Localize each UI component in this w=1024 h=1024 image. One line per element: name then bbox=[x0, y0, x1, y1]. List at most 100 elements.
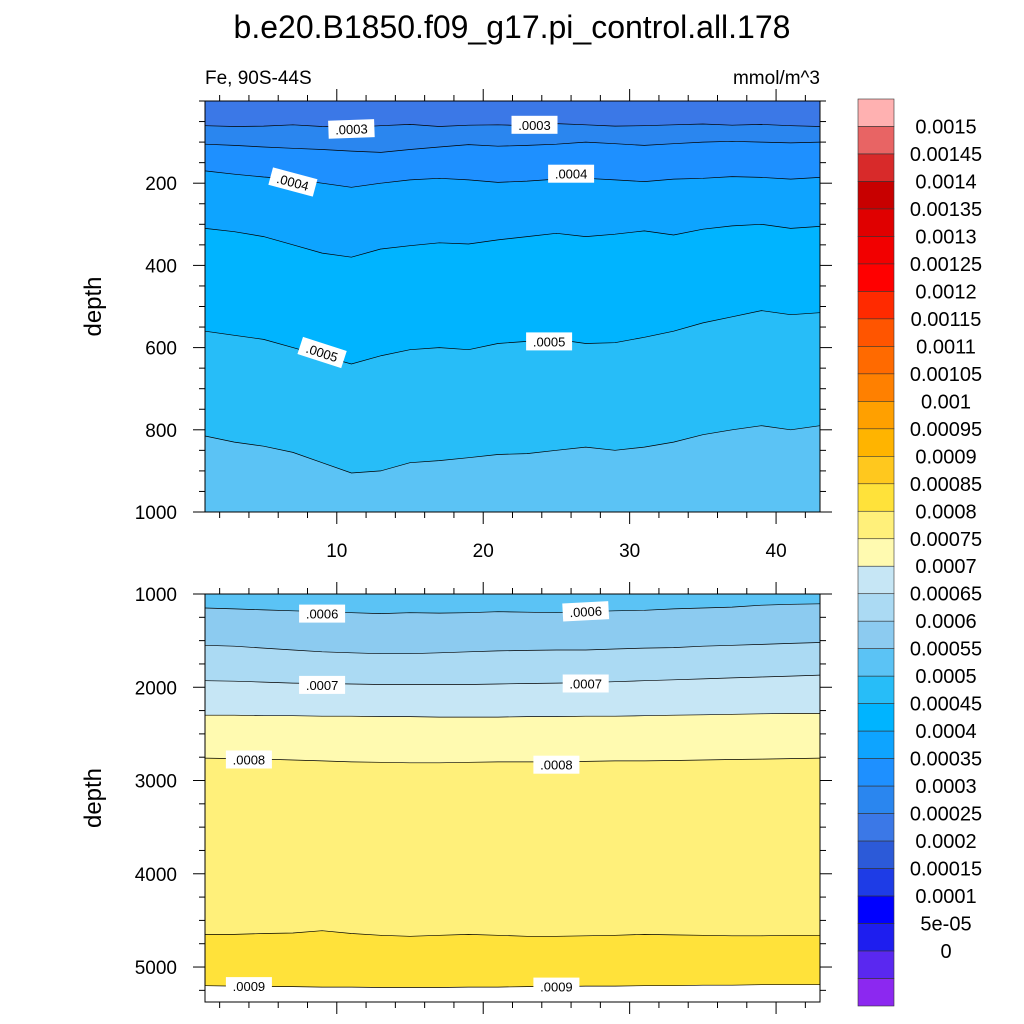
contour-line-4 bbox=[205, 223, 820, 258]
colorbar-label: 0.00115 bbox=[911, 309, 982, 331]
colorbar-swatch bbox=[857, 565, 895, 595]
contour-label: .0009 bbox=[225, 977, 272, 996]
contour-line-7 bbox=[205, 984, 820, 988]
colorbar-label: 0.00055 bbox=[910, 639, 982, 661]
colorbar-label: 5e-05 bbox=[920, 914, 971, 936]
colorbar-swatch bbox=[857, 236, 895, 265]
contour-fill-area bbox=[205, 101, 820, 512]
colorbar-label: 0.0001 bbox=[915, 886, 976, 908]
colorbar-swatch bbox=[857, 208, 895, 237]
y-tick-label: 4000 bbox=[135, 865, 177, 886]
contour-line-6 bbox=[205, 930, 820, 937]
svg-text:.0008: .0008 bbox=[233, 753, 266, 768]
colorbar-label: 0.0006 bbox=[915, 611, 976, 633]
colorbar-swatch bbox=[857, 703, 895, 732]
colorbar-label: 0.00025 bbox=[910, 804, 982, 826]
colorbar-swatch bbox=[857, 318, 895, 347]
colorbar-label: 0.00085 bbox=[910, 474, 982, 496]
colorbar-swatch bbox=[857, 401, 895, 430]
contour-band-7 bbox=[205, 930, 820, 988]
colorbar-label: 0.00145 bbox=[910, 144, 982, 166]
colorbar-swatch bbox=[857, 510, 895, 540]
colorbar-label: 0.0015 bbox=[915, 116, 976, 138]
y-tick-label: 2000 bbox=[135, 678, 177, 699]
contour-line-4 bbox=[205, 713, 820, 718]
contour-label: .0007 bbox=[299, 675, 346, 694]
contour-label: .0008 bbox=[533, 755, 580, 774]
colorbar-swatch bbox=[857, 813, 895, 842]
colorbar-swatch bbox=[857, 950, 895, 979]
colorbar-label: 0.00015 bbox=[910, 859, 982, 881]
y-tick-label: 5000 bbox=[135, 958, 177, 979]
colorbar-swatch bbox=[857, 593, 895, 622]
contour-band-3 bbox=[205, 642, 820, 685]
colorbar-swatch bbox=[857, 263, 895, 292]
svg-text:.0004: .0004 bbox=[555, 167, 588, 182]
contour-band-6 bbox=[205, 310, 820, 473]
contour-label: .0004 bbox=[548, 164, 595, 183]
colorbar-label: 0.0012 bbox=[915, 281, 976, 303]
colorbar-swatch bbox=[857, 126, 895, 155]
contour-band-4 bbox=[205, 170, 820, 258]
contour-line-6 bbox=[205, 425, 820, 474]
colorbar-swatch bbox=[857, 428, 895, 457]
contour-band-6 bbox=[205, 758, 820, 937]
colorbar-label: 0.00135 bbox=[910, 199, 982, 221]
contour-label: .0009 bbox=[533, 977, 580, 996]
colorbar-swatch bbox=[857, 538, 895, 567]
contour-label: .0006 bbox=[562, 601, 610, 622]
svg-text:.0007: .0007 bbox=[306, 678, 339, 693]
svg-text:.0005: .0005 bbox=[533, 334, 566, 349]
colorbar-swatch bbox=[857, 346, 895, 375]
contour-band-2 bbox=[205, 603, 820, 654]
x-tick-label: 30 bbox=[619, 541, 640, 562]
contour-label: .0007 bbox=[562, 674, 609, 693]
y-tick-label: 200 bbox=[145, 174, 177, 195]
svg-text:.0006: .0006 bbox=[306, 607, 339, 622]
colorbar-label: 0.0004 bbox=[915, 721, 976, 743]
colorbar-label: 0.0009 bbox=[915, 446, 976, 468]
y-tick-label: 800 bbox=[145, 421, 177, 442]
colorbar-label: 0.00065 bbox=[910, 584, 982, 606]
colorbar-label: 0.00035 bbox=[910, 749, 982, 771]
y-axis-label: depth bbox=[80, 276, 107, 336]
contour-line-2 bbox=[205, 642, 820, 655]
colorbar: 0.0015 0.00145 0.0014 0.00135 0.0013 0.00125 0… bbox=[857, 98, 982, 1007]
contour-label: .0004 bbox=[268, 167, 318, 197]
colorbar-label: 0.00045 bbox=[910, 694, 982, 716]
colorbar-label: 0.00105 bbox=[910, 364, 982, 386]
colorbar-label: 0.0013 bbox=[915, 226, 976, 248]
colorbar-swatch bbox=[857, 483, 895, 512]
contour-band-3 bbox=[205, 141, 820, 188]
y-tick-label: 1000 bbox=[135, 503, 177, 524]
contour-band-5 bbox=[205, 713, 820, 763]
y-tick-label: 400 bbox=[145, 256, 177, 277]
chart-title: b.e20.B1850.f09_g17.pi_control.all.178 bbox=[234, 9, 791, 45]
colorbar-label: 0.0003 bbox=[915, 776, 976, 798]
colorbar-swatch bbox=[857, 620, 895, 649]
contour-band-1 bbox=[205, 594, 820, 614]
contour-band-5 bbox=[205, 224, 820, 364]
lower-depth-panel: .0006 .0006 .0007 .0007 .0008 .0008 .0009 .0009… bbox=[80, 582, 832, 1014]
colorbar-label: 0.00125 bbox=[910, 254, 982, 276]
contour-band-4 bbox=[205, 675, 820, 718]
contour-label: .0003 bbox=[328, 119, 375, 139]
colorbar-swatch bbox=[857, 758, 895, 787]
colorbar-label: 0.00075 bbox=[910, 529, 982, 551]
svg-text:.0007: .0007 bbox=[569, 677, 602, 692]
y-tick-label: 600 bbox=[145, 339, 177, 360]
units-subtitle: mmol/m^3 bbox=[733, 68, 820, 89]
y-tick-label: 1000 bbox=[135, 585, 177, 606]
colorbar-label: 0.0008 bbox=[915, 501, 976, 523]
colorbar-swatch bbox=[857, 895, 895, 924]
contour-label: .0006 bbox=[299, 604, 346, 623]
colorbar-swatch bbox=[857, 978, 895, 1007]
colorbar-swatch bbox=[857, 153, 895, 182]
contour-line-5 bbox=[205, 757, 820, 764]
colorbar-label: 0.0007 bbox=[915, 556, 976, 578]
colorbar-label: 0.00095 bbox=[910, 419, 982, 441]
svg-text:.0006: .0006 bbox=[569, 603, 602, 620]
y-axis-label: depth bbox=[80, 768, 107, 828]
colorbar-label: 0.001 bbox=[921, 391, 971, 413]
